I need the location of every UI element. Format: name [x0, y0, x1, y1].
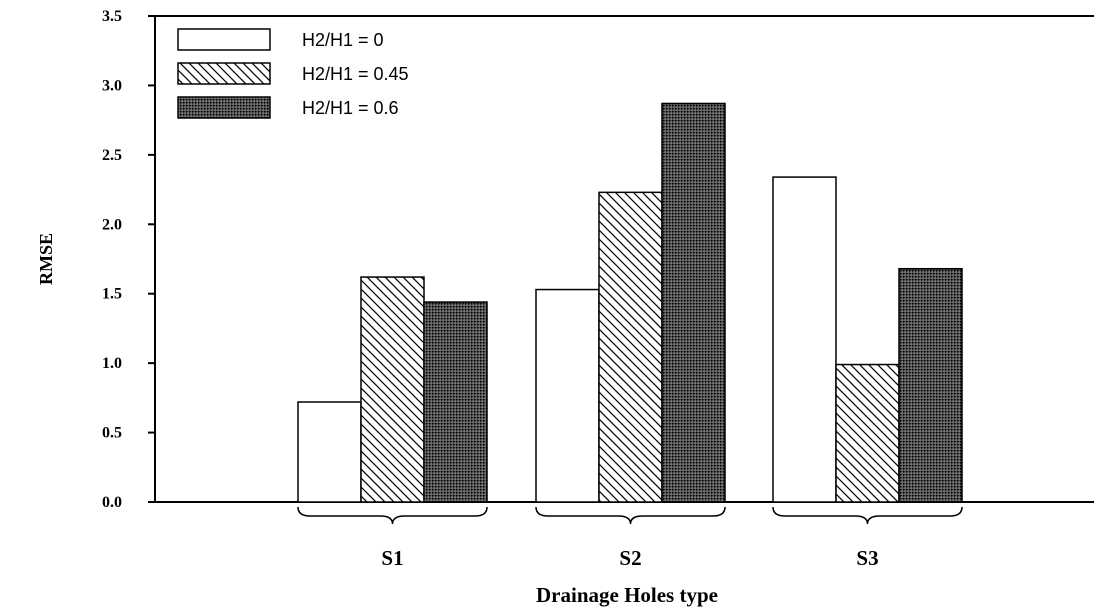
y-axis-title: RMSE: [36, 233, 56, 285]
bar-s3-series-3: [898, 267, 963, 503]
y-tick-label: 2.0: [102, 216, 122, 233]
bar-s2-series-2: [598, 191, 663, 503]
bar-s1-series-2: [360, 276, 425, 503]
y-tick-label: 1.5: [102, 286, 122, 303]
legend-label-1: H2/H1 = 0: [302, 30, 384, 50]
bar-s2-series-3: [661, 102, 726, 503]
category-label-s1: S1: [381, 546, 403, 570]
legend: H2/H1 = 0 H2/H1 = 0.45 H2/H1 = 0.6: [177, 28, 409, 119]
y-tick-label: 1.0: [102, 355, 122, 372]
bar-s2-series-1: [535, 288, 600, 503]
brace-s3: [772, 506, 963, 525]
legend-label-2: H2/H1 = 0.45: [302, 64, 409, 84]
legend-swatch-3: [177, 96, 271, 119]
y-axis-ticks: 0.0 0.5 1.0 1.5 2.0 2.5 3.0 3.5: [102, 8, 155, 511]
bar-s1-series-1: [297, 401, 362, 503]
category-braces: [297, 506, 963, 525]
bar-s1-series-3: [423, 301, 488, 503]
y-tick-label: 3.0: [102, 77, 122, 94]
brace-s1: [297, 506, 488, 525]
legend-swatch-2: [177, 62, 271, 85]
bar-s3-series-2: [835, 363, 900, 503]
y-tick-label: 3.5: [102, 8, 122, 25]
legend-label-3: H2/H1 = 0.6: [302, 98, 399, 118]
x-axis-title: Drainage Holes type: [536, 583, 718, 607]
category-label-s3: S3: [856, 546, 878, 570]
category-label-s2: S2: [619, 546, 641, 570]
brace-s2: [535, 506, 726, 525]
category-labels: S1 S2 S3: [381, 546, 878, 570]
y-tick-label: 0.0: [102, 494, 122, 511]
y-tick-label: 0.5: [102, 425, 122, 442]
bar-s3-series-1: [772, 176, 837, 503]
bars-group: [297, 102, 963, 503]
legend-swatch-1: [177, 28, 271, 51]
y-tick-label: 2.5: [102, 147, 122, 164]
